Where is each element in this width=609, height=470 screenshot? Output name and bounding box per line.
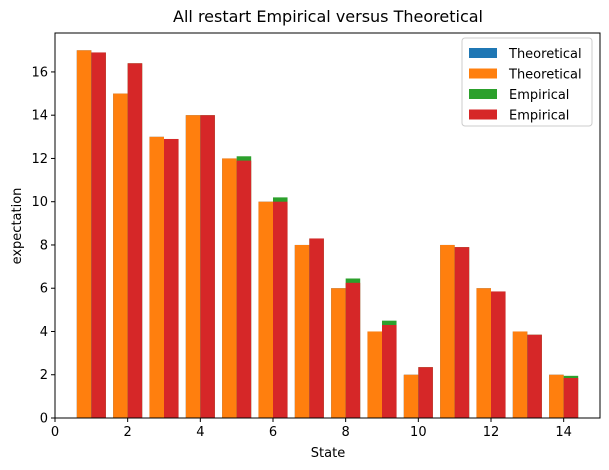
bar-series-3-state-8 — [345, 282, 361, 418]
bar-series-1-state-6 — [258, 201, 273, 418]
legend-swatch — [469, 89, 497, 99]
bar-series-3-state-6 — [273, 201, 288, 418]
bar-series-1-state-11 — [440, 244, 455, 418]
y-tick-label: 6 — [40, 282, 48, 297]
legend-label: Empirical — [509, 109, 569, 124]
x-tick-label: 2 — [124, 425, 132, 440]
x-tick-label: 12 — [483, 425, 500, 440]
legend-swatch — [469, 109, 497, 120]
bar-series-3-state-11 — [454, 247, 470, 418]
bar-series-3-state-7 — [309, 238, 324, 418]
x-tick-label: 4 — [196, 425, 204, 440]
y-tick-label: 4 — [40, 325, 48, 340]
y-tick-label: 12 — [31, 152, 48, 167]
bar-series-1-state-5 — [222, 158, 237, 418]
bars-group — [76, 50, 579, 419]
bar-series-3-state-9 — [382, 324, 397, 418]
bar-series-3-state-3 — [164, 138, 179, 418]
bar-series-3-state-10 — [418, 367, 433, 418]
y-tick-label: 8 — [40, 238, 48, 253]
bar-series-1-state-4 — [185, 115, 201, 418]
bar-series-1-state-2 — [113, 93, 128, 418]
bar-series-1-state-10 — [403, 374, 419, 418]
y-tick-label: 10 — [31, 195, 48, 210]
bar-series-3-state-13 — [527, 334, 542, 418]
y-axis-label: expectation — [10, 188, 25, 265]
y-tick-label: 14 — [31, 109, 48, 124]
bar-series-1-state-14 — [549, 374, 564, 418]
y-axis-ticks: 0 2 4 6 8 10 12 14 16 — [31, 65, 55, 427]
y-tick-label: 0 — [40, 412, 48, 427]
legend-box — [461, 37, 593, 127]
y-tick-label: 2 — [40, 368, 48, 383]
bar-series-1-state-8 — [331, 288, 346, 418]
bar-series-3-state-4 — [200, 115, 215, 418]
chart-title: All restart Empirical versus Theoretical — [173, 7, 483, 26]
bar-series-3-state-5 — [236, 160, 252, 418]
y-tick-label: 16 — [31, 65, 48, 80]
bar-series-3-state-12 — [491, 291, 506, 418]
legend-label: Theoretical — [508, 47, 582, 62]
legend-swatch — [469, 68, 497, 79]
bar-series-1-state-13 — [512, 331, 528, 418]
x-axis-label: State — [311, 446, 345, 461]
bar-series-3-state-1 — [91, 52, 106, 418]
bar-series-3-state-2 — [127, 63, 143, 419]
bar-series-1-state-7 — [294, 244, 310, 418]
legend-label: Theoretical — [508, 68, 582, 83]
legend-label: Empirical — [509, 88, 569, 103]
x-tick-label: 6 — [269, 425, 277, 440]
x-tick-label: 8 — [342, 425, 350, 440]
bar-series-1-state-12 — [476, 288, 491, 418]
legend-swatch — [469, 48, 497, 58]
bar-series-1-state-1 — [76, 50, 92, 418]
bar-series-1-state-3 — [149, 136, 164, 418]
x-axis-ticks: 0 2 4 6 8 10 12 14 — [51, 418, 572, 440]
bar-series-3-state-14 — [563, 377, 579, 418]
x-tick-label: 14 — [555, 425, 572, 440]
bar-series-1-state-9 — [367, 331, 382, 418]
x-tick-label: 0 — [51, 425, 59, 440]
legend: Theoretical Theoretical Empirical Empirical — [461, 37, 593, 127]
plot-frame — [54, 32, 601, 419]
x-tick-label: 10 — [410, 425, 427, 440]
